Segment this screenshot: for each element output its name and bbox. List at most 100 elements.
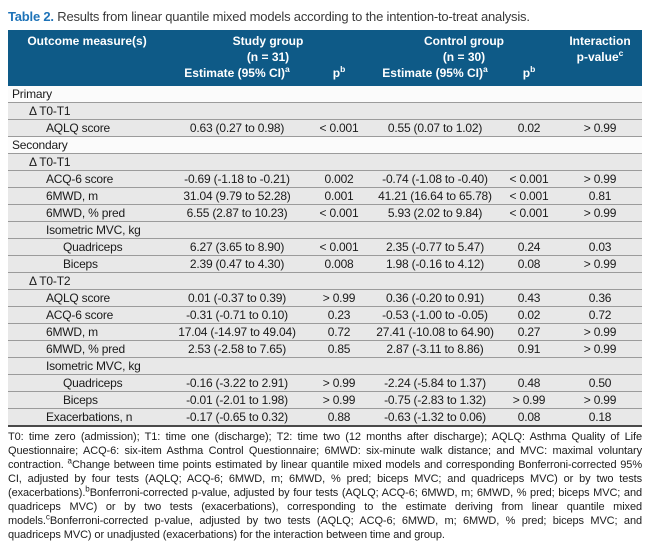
outcome-cell: Secondary (12, 138, 68, 152)
study-estimate-cell (166, 154, 308, 170)
study-estimate-cell: -0.17 (-0.65 to 0.32) (186, 410, 288, 424)
control-estimate-cell: 2.87 (-3.11 to 8.86) (386, 342, 484, 356)
study-estimate-cell: 6.27 (3.65 to 8.90) (189, 240, 285, 254)
study-p-cell: < 0.001 (319, 240, 359, 254)
table-footnote: T0: time zero (admission); T1: time one … (8, 431, 643, 541)
control-estimate-cell (370, 358, 500, 374)
control-estimate-cell: 41.21 (16.64 to 65.78) (378, 189, 492, 203)
outcome-cell: 6MWD, % pred (46, 206, 125, 220)
study-p-cell: 0.23 (327, 308, 351, 322)
header-interaction-pvalue: p-valuec (558, 49, 642, 65)
interaction-p-cell: 0.81 (588, 189, 612, 203)
outcome-cell: Primary (12, 87, 52, 101)
table-row: AQLQ score 0.63 (0.27 to 0.98) < 0.001 0… (8, 119, 642, 136)
control-estimate-cell (370, 137, 500, 153)
control-estimate-cell: -0.74 (-1.08 to -0.40) (382, 172, 488, 186)
header-control-p: pb (500, 65, 558, 81)
outcome-cell: Isometric MVC, kg (46, 223, 141, 237)
header-study-group: Study group (232, 34, 304, 48)
study-estimate-cell (166, 222, 308, 238)
study-estimate-cell: -0.69 (-1.18 to -0.21) (184, 172, 290, 186)
control-p-cell: 0.43 (517, 291, 541, 305)
header-control-p-text: p (522, 66, 531, 80)
control-p-cell: < 0.001 (509, 206, 549, 220)
interaction-p-cell (558, 137, 642, 153)
table-title-text: Results from linear quantile mixed model… (53, 9, 530, 24)
interaction-p-cell (558, 358, 642, 374)
table-row: Biceps 2.39 (0.47 to 4.30) 0.008 1.98 (-… (8, 255, 642, 272)
study-p-cell: > 0.99 (322, 376, 356, 390)
study-p-cell (308, 358, 370, 374)
header-row-groups: Outcome measure(s) Study group Control g… (8, 33, 642, 49)
control-estimate-cell: 0.55 (0.07 to 1.02) (387, 121, 483, 135)
table-row: Δ T0-T2 (8, 272, 642, 289)
study-estimate-cell (166, 273, 308, 289)
outcome-cell: Quadriceps (63, 240, 123, 254)
study-estimate-cell (166, 86, 308, 102)
control-estimate-cell: 27.41 (-10.08 to 64.90) (376, 325, 494, 339)
header-control-group: Control group (424, 34, 504, 48)
table-row: Quadriceps -0.16 (-3.22 to 2.91) > 0.99 … (8, 374, 642, 391)
control-estimate-cell: 1.98 (-0.16 to 4.12) (385, 257, 485, 271)
outcome-cell: AQLQ score (46, 291, 111, 305)
header-interaction-pvalue-text: p-value (576, 50, 619, 64)
study-estimate-cell (166, 358, 308, 374)
control-estimate-cell: 0.36 (-0.20 to 0.91) (385, 291, 485, 305)
study-p-cell (308, 137, 370, 153)
table-row: AQLQ score 0.01 (-0.37 to 0.39) > 0.99 0… (8, 289, 642, 306)
footnote-superscript: c (45, 512, 50, 522)
control-p-cell: 0.91 (517, 342, 541, 356)
interaction-p-cell: > 0.99 (583, 342, 617, 356)
study-p-cell (308, 86, 370, 102)
control-estimate-cell (370, 103, 500, 119)
control-p-cell (500, 137, 558, 153)
study-estimate-cell: 2.53 (-2.58 to 7.65) (187, 342, 287, 356)
outcome-cell: Biceps (63, 257, 98, 271)
interaction-p-cell: > 0.99 (583, 121, 617, 135)
control-estimate-cell: 5.93 (2.02 to 9.84) (387, 206, 483, 220)
outcome-cell: Δ T0-T1 (29, 104, 71, 118)
control-p-cell: 0.02 (517, 308, 541, 322)
interaction-p-cell: > 0.99 (583, 325, 617, 339)
table-row: Isometric MVC, kg (8, 221, 642, 238)
control-estimate-cell: 2.35 (-0.77 to 5.47) (385, 240, 485, 254)
interaction-p-cell: 0.36 (588, 291, 612, 305)
header-row-stats: Estimate (95% CI)a pb Estimate (95% CI)a… (8, 65, 642, 81)
table-header: Outcome measure(s) Study group Control g… (8, 30, 642, 86)
outcome-cell: Δ T0-T2 (29, 274, 71, 288)
interaction-p-cell (558, 86, 642, 102)
footnote-superscript: a (67, 456, 72, 466)
study-estimate-cell: 31.04 (9.79 to 52.28) (183, 189, 291, 203)
interaction-p-cell: > 0.99 (583, 172, 617, 186)
study-p-cell: 0.88 (327, 410, 351, 424)
study-p-cell (308, 222, 370, 238)
header-row-n: (n = 31) (n = 30) p-valuec (8, 49, 642, 65)
control-estimate-cell (370, 273, 500, 289)
control-p-cell (500, 358, 558, 374)
control-p-cell (500, 154, 558, 170)
study-estimate-cell: 2.39 (0.47 to 4.30) (189, 257, 285, 271)
table-row: 6MWD, m 17.04 (-14.97 to 49.04) 0.72 27.… (8, 323, 642, 340)
results-table: Outcome measure(s) Study group Control g… (8, 30, 642, 427)
header-study-estimate-text: Estimate (95% CI) (184, 66, 285, 80)
table-row: 6MWD, % pred 2.53 (-2.58 to 7.65) 0.85 2… (8, 340, 642, 357)
interaction-p-cell: 0.50 (588, 376, 612, 390)
table-row: Biceps -0.01 (-2.01 to 1.98) > 0.99 -0.7… (8, 391, 642, 408)
interaction-p-cell: 0.03 (588, 240, 612, 254)
table-row: 6MWD, m 31.04 (9.79 to 52.28) 0.001 41.2… (8, 187, 642, 204)
footnote-superscript: b (85, 484, 90, 494)
table-row: 6MWD, % pred 6.55 (2.87 to 10.23) < 0.00… (8, 204, 642, 221)
table-row: Secondary (8, 136, 642, 153)
control-p-cell: 0.08 (517, 257, 541, 271)
table-row: Δ T0-T1 (8, 153, 642, 170)
study-p-cell: 0.002 (324, 172, 354, 186)
table-title-label: Table 2. (8, 9, 54, 24)
study-estimate-cell: 0.63 (0.27 to 0.98) (189, 121, 285, 135)
study-estimate-cell (166, 103, 308, 119)
header-estimate-superscript: a (482, 64, 488, 74)
study-p-cell (308, 273, 370, 289)
table-row: Exacerbations, n -0.17 (-0.65 to 0.32) 0… (8, 408, 642, 425)
study-p-cell: 0.001 (324, 189, 354, 203)
header-study-p-text: p (332, 66, 341, 80)
study-p-cell: < 0.001 (319, 121, 359, 135)
